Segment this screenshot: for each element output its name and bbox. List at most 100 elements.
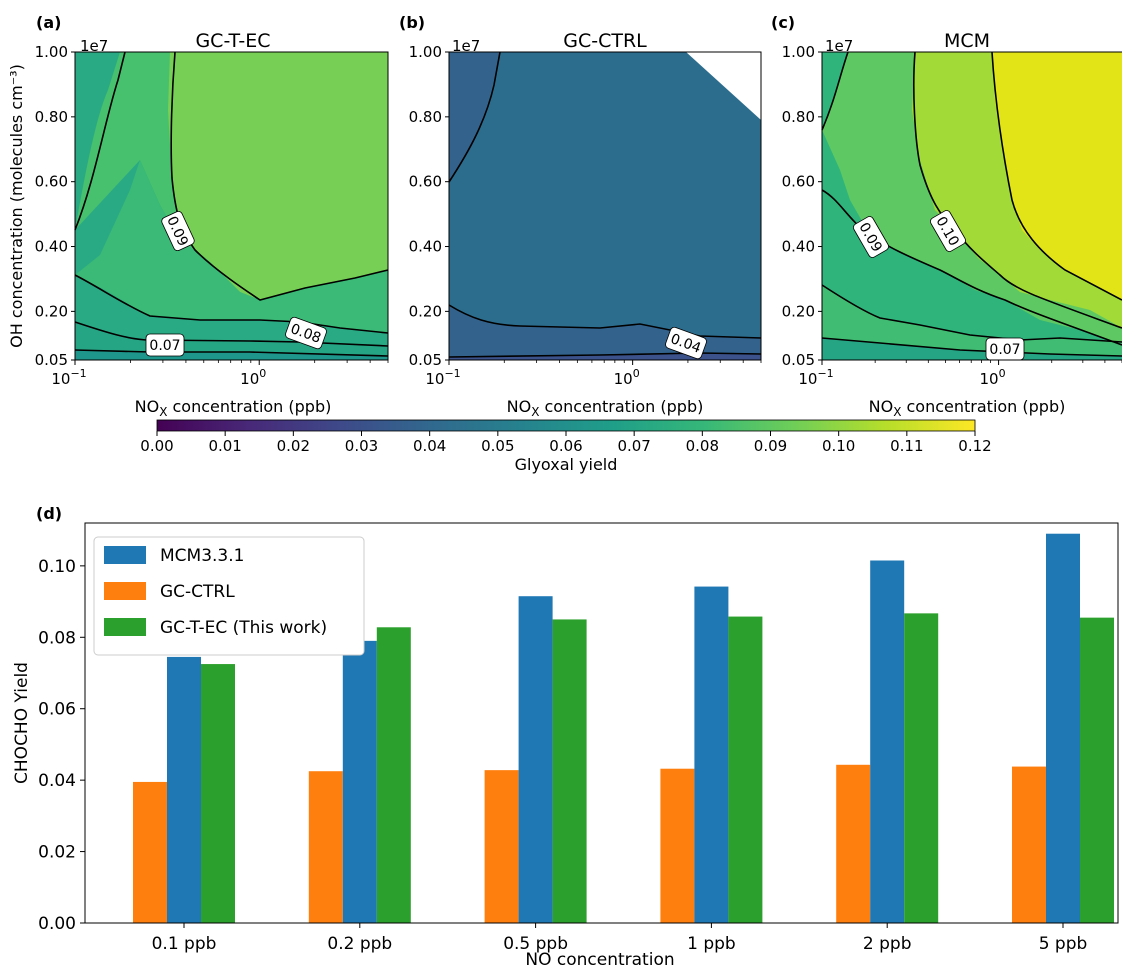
panel-a-contour-label: 0.08: [285, 316, 327, 350]
panel-c-offset: 1e7: [825, 37, 853, 55]
y-tick-label: 0.20: [409, 302, 442, 320]
bar-y-tick-label: 0.08: [38, 628, 76, 648]
panel-b-fill: [449, 52, 761, 360]
colorbar-tick-label: 0.09: [754, 437, 787, 455]
colorbar-gradient: [156, 419, 976, 432]
panel-d-label: (d): [36, 504, 62, 523]
panel-a-contour-text: 0.07: [149, 338, 180, 354]
panel-a-ylabel: OH concentration (molecules cm⁻³): [7, 64, 26, 348]
bar-mcm3-3-1: [518, 596, 553, 923]
panel-a-contour-line: [74, 349, 389, 357]
colorbar-label: Glyoxal yield: [515, 455, 618, 474]
legend-swatch: [104, 618, 146, 636]
panel-c-contour-text: 0.07: [989, 342, 1020, 358]
x-tick-label: 10−1: [798, 367, 833, 388]
panel-c-contour-line: [821, 337, 1122, 357]
contour-panel-b: (b) GC-CTRL 1e7 0.04 0.050.200.400.600.8…: [399, 13, 762, 419]
bar-mcm3-3-1: [167, 656, 201, 923]
bar-x-tick-label: 2 ppb: [863, 934, 912, 954]
panel-b-title: GC-CTRL: [563, 30, 647, 52]
panel-b-contours: [448, 51, 762, 358]
panel-c-contour-line: [821, 51, 849, 131]
panel-a-band: [168, 52, 388, 300]
bar-gc-t-ec-this-work: [376, 627, 411, 923]
colorbar-tick-label: 0.08: [686, 437, 719, 455]
bar-x-tick-label: 1 ppb: [687, 934, 736, 954]
panel-a-offset: 1e7: [80, 37, 108, 55]
y-tick-label: 0.05: [35, 351, 68, 369]
x-tick-label: 100: [980, 367, 1006, 388]
y-tick-label: 0.05: [409, 351, 442, 369]
y-tick-label: 0.60: [35, 173, 68, 191]
panel-c-contour-line: [991, 51, 1122, 301]
y-tick-label: 1.00: [782, 43, 815, 61]
panel-a-contour-line: [74, 51, 126, 231]
panel-c-contours: [821, 51, 1122, 357]
x-tick-label: 10−1: [51, 367, 86, 388]
colorbar-tick-label: 0.07: [617, 437, 650, 455]
bar-mcm3-3-1: [694, 586, 729, 923]
bar-ylabel: CHOCHO Yield: [12, 662, 32, 784]
panel-c-xlabel: NOX concentration (ppb): [869, 397, 1066, 419]
bar-y-tick-label: 0.02: [38, 843, 76, 863]
bar-y-tick-label: 0.00: [38, 914, 76, 934]
panel-c-contour-line: [821, 284, 1122, 343]
bar-gc-ctrl: [133, 781, 167, 923]
panel-a-band: [75, 160, 388, 333]
panel-a-contour-line: [74, 321, 389, 347]
y-tick-label: 1.00: [409, 43, 442, 61]
bar-axes-frame: [84, 522, 1119, 924]
x-tick-label: 100: [614, 367, 640, 388]
y-tick-label: 0.60: [782, 173, 815, 191]
bar-x-tick-label: 0.1 ppb: [152, 934, 217, 954]
panel-c-contour-label: 0.07: [985, 337, 1025, 361]
bar-gc-ctrl: [660, 768, 695, 923]
bar-y-tick-label: 0.04: [38, 771, 76, 791]
legend-swatch: [104, 546, 146, 564]
panel-a-label: (a): [36, 13, 61, 32]
bar-x-tick-label: 5 ppb: [1039, 934, 1088, 954]
panel-c-band: [822, 285, 1122, 360]
bar-legend: MCM3.3.1 GC-CTRL GC-T-EC (This work): [93, 536, 365, 656]
y-tick-label: 0.20: [782, 302, 815, 320]
panel-b-missing-region: [686, 52, 761, 120]
panel-b-xlabel: NOX concentration (ppb): [507, 397, 704, 419]
bar-gc-t-ec-this-work: [904, 613, 939, 923]
y-tick-label: 0.05: [782, 351, 815, 369]
panel-a-xlabel: NOX concentration (ppb): [135, 397, 332, 419]
y-tick-label: 0.40: [35, 238, 68, 256]
colorbar-tick-label: 0.03: [345, 437, 378, 455]
colorbar: 0.00 0.01 0.02 0.03 0.04 0.05 0.06 0.07 0.08 0.09…: [140, 419, 992, 474]
bar-mcm3-3-1: [342, 640, 377, 923]
bar-mcm3-3-1: [1046, 533, 1080, 923]
panel-b-band: [449, 353, 761, 360]
bar-y-tick-label: 0.06: [38, 700, 76, 720]
colorbar-tick-label: 0.12: [958, 437, 991, 455]
panel-b-band: [449, 52, 500, 182]
panel-c-label: (c): [771, 13, 795, 32]
bar-panel-d: (d) 0.00 0.02 0.04 0.06 0.08 0.10 0.1 ppb 0.2 …: [12, 504, 1119, 970]
panel-b-contour-line: [448, 51, 501, 183]
y-tick-label: 1.00: [35, 43, 68, 61]
y-tick-label: 0.80: [35, 108, 68, 126]
panel-c-fill: [822, 52, 1122, 360]
y-tick-label: 0.60: [409, 173, 442, 191]
bar-gc-ctrl: [836, 764, 871, 923]
bar-gc-t-ec-this-work: [728, 616, 763, 923]
bar-x-tick-label: 0.2 ppb: [327, 934, 392, 954]
bar-mcm3-3-1: [870, 560, 905, 923]
x-tick-label: 100: [240, 367, 266, 388]
legend-label: MCM3.3.1: [160, 546, 244, 566]
y-tick-label: 0.80: [409, 108, 442, 126]
bar-gc-t-ec-this-work: [1080, 617, 1114, 923]
y-tick-label: 0.40: [409, 238, 442, 256]
panel-a-contour-label: 0.07: [145, 333, 185, 357]
x-tick-label: 10−1: [425, 367, 460, 388]
panel-b-band: [449, 52, 761, 360]
bar-gc-ctrl: [1012, 766, 1046, 923]
legend-label: GC-CTRL: [160, 582, 235, 602]
y-tick-label: 0.40: [782, 238, 815, 256]
panel-a-title: GC-T-EC: [195, 30, 270, 52]
panel-c-contour-label: 0.09: [853, 216, 889, 258]
